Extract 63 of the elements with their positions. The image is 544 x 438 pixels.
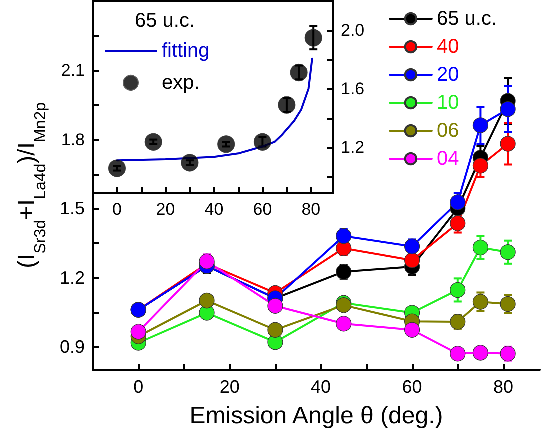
y2-tick-label: 1.2: [341, 138, 365, 158]
point: [472, 158, 489, 174]
x-tick-label: 20: [220, 377, 240, 397]
y2-tick-label: 1.6: [341, 79, 365, 98]
x-tick-label: 80: [493, 377, 514, 397]
point: [290, 64, 308, 82]
legend-label: 04: [436, 148, 460, 170]
point: [268, 298, 284, 314]
point: [254, 133, 272, 151]
point: [108, 160, 126, 178]
x-tick-label: 0: [112, 200, 122, 219]
legend-label: fitting: [162, 40, 210, 62]
legend-label: 06: [436, 120, 460, 142]
point: [472, 240, 489, 256]
point: [500, 296, 516, 312]
point: [500, 136, 516, 152]
x-tick-label: 40: [204, 200, 224, 219]
point: [268, 322, 284, 338]
x-tick-label: 0: [134, 377, 144, 397]
point: [450, 346, 466, 362]
point: [404, 252, 420, 268]
x-tick-label: 60: [253, 200, 272, 219]
legend-label: 10: [436, 92, 460, 114]
point: [404, 322, 420, 338]
point: [472, 345, 489, 361]
x-axis-title: Emission Angle θ (deg.): [190, 402, 444, 430]
legend-label: 40: [436, 36, 460, 58]
point: [450, 282, 466, 298]
point: [199, 293, 215, 309]
point: [500, 346, 516, 362]
point: [472, 118, 489, 134]
point: [278, 96, 296, 114]
point: [472, 294, 489, 310]
y-tick-label: 1.8: [61, 130, 85, 150]
y-tick-label: 1.5: [60, 198, 85, 219]
point: [450, 314, 466, 330]
point: [336, 316, 352, 332]
point: [199, 254, 215, 270]
point: [218, 136, 236, 154]
y-tick-label: 2.1: [61, 60, 85, 80]
x-tick-label: 60: [402, 377, 422, 397]
y-tick-label: 1.2: [60, 268, 85, 288]
point: [500, 102, 516, 118]
legend-label: 65 u.c.: [436, 8, 498, 30]
point: [450, 194, 466, 210]
y-tick-label: 0.9: [60, 336, 85, 357]
point: [144, 133, 162, 151]
y-axis-title: (ISr3d+ILa4d)/IMn2p: [14, 102, 50, 269]
point: [130, 324, 146, 340]
point: [304, 29, 322, 47]
point: [181, 154, 199, 172]
point: [336, 228, 352, 244]
x-tick-label: 20: [156, 200, 176, 219]
legend-label: 20: [436, 64, 460, 86]
point: [450, 216, 466, 232]
point: [404, 238, 420, 254]
point: [500, 244, 516, 260]
legend-label: exp.: [162, 72, 200, 94]
y2-tick-label: 2.0: [341, 20, 365, 40]
point: [336, 264, 352, 280]
x-tick-label: 80: [302, 200, 321, 219]
x-tick-label: 40: [311, 377, 332, 397]
legend-title: 65 u.c.: [135, 10, 196, 32]
